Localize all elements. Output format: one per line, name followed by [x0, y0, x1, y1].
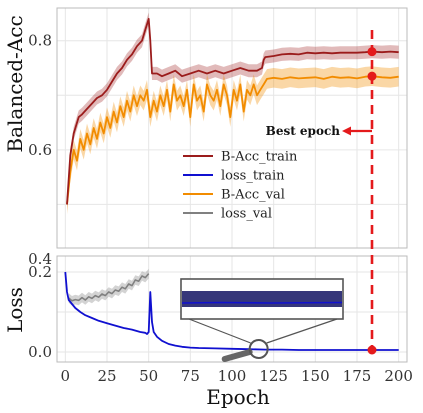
legend-label-loss-train: loss_train — [221, 169, 285, 184]
best-bacc-train-point — [367, 47, 377, 57]
x-tick-label: 175 — [343, 367, 372, 385]
tick-labels: 0 25 50 75 100 125 150 175 200 0.4 0.6 0.8 0.0 0.2 — [28, 32, 413, 385]
zoom-inset — [180, 278, 344, 362]
best-bacc-val-point — [367, 71, 377, 81]
magnifier-handle — [221, 349, 253, 362]
plot-frames — [56, 7, 408, 363]
best-loss-point — [367, 345, 377, 355]
legend-label-bacc-val: B-Acc_val — [221, 188, 285, 203]
lower-plot-frame — [56, 255, 408, 363]
upper-y-tick-label: 0.4 — [28, 250, 52, 268]
upper-y-tick-label: 0.8 — [28, 32, 52, 50]
best-epoch-arrow-head — [342, 126, 351, 136]
x-tick-label: 100 — [218, 367, 247, 385]
x-tick-label: 150 — [301, 367, 330, 385]
upper-y-tick-label: 0.6 — [28, 141, 52, 159]
upper-y-axis-label: Balanced-Acc — [3, 15, 27, 152]
legend-label-loss-val: loss_val — [221, 207, 272, 222]
inset-band — [182, 291, 342, 307]
bacc-val-line — [66, 75, 399, 205]
inset-connector-right — [266, 318, 338, 344]
lower-y-axis-label: Loss — [3, 287, 27, 333]
x-tick-label: 0 — [61, 367, 71, 385]
loss-train-line — [64, 271, 399, 351]
magnifier-lens — [248, 339, 269, 359]
lower-y-tick-label: 0.2 — [28, 263, 52, 281]
lower-y-tick-label: 0.0 — [28, 343, 52, 361]
inset-loss-train-line — [181, 301, 343, 304]
x-tick-label: 25 — [97, 367, 116, 385]
legend: B-Acc_train loss_train B-Acc_val loss_val — [183, 150, 298, 222]
x-tick-label: 50 — [139, 367, 158, 385]
x-tick-label: 75 — [181, 367, 200, 385]
x-axis-label: Epoch — [206, 385, 270, 409]
inset-connector-left — [188, 318, 251, 344]
best-epoch-marker: Best epoch — [266, 30, 377, 355]
series-lines — [64, 17, 399, 351]
x-tick-label: 125 — [259, 367, 288, 385]
x-tick-label: 200 — [384, 367, 413, 385]
legend-label-bacc-train: B-Acc_train — [221, 150, 298, 165]
bacc-train-line — [66, 17, 399, 205]
upper-plot-frame — [56, 7, 408, 249]
best-epoch-label: Best epoch — [266, 124, 341, 138]
loss-val-line — [68, 273, 150, 302]
